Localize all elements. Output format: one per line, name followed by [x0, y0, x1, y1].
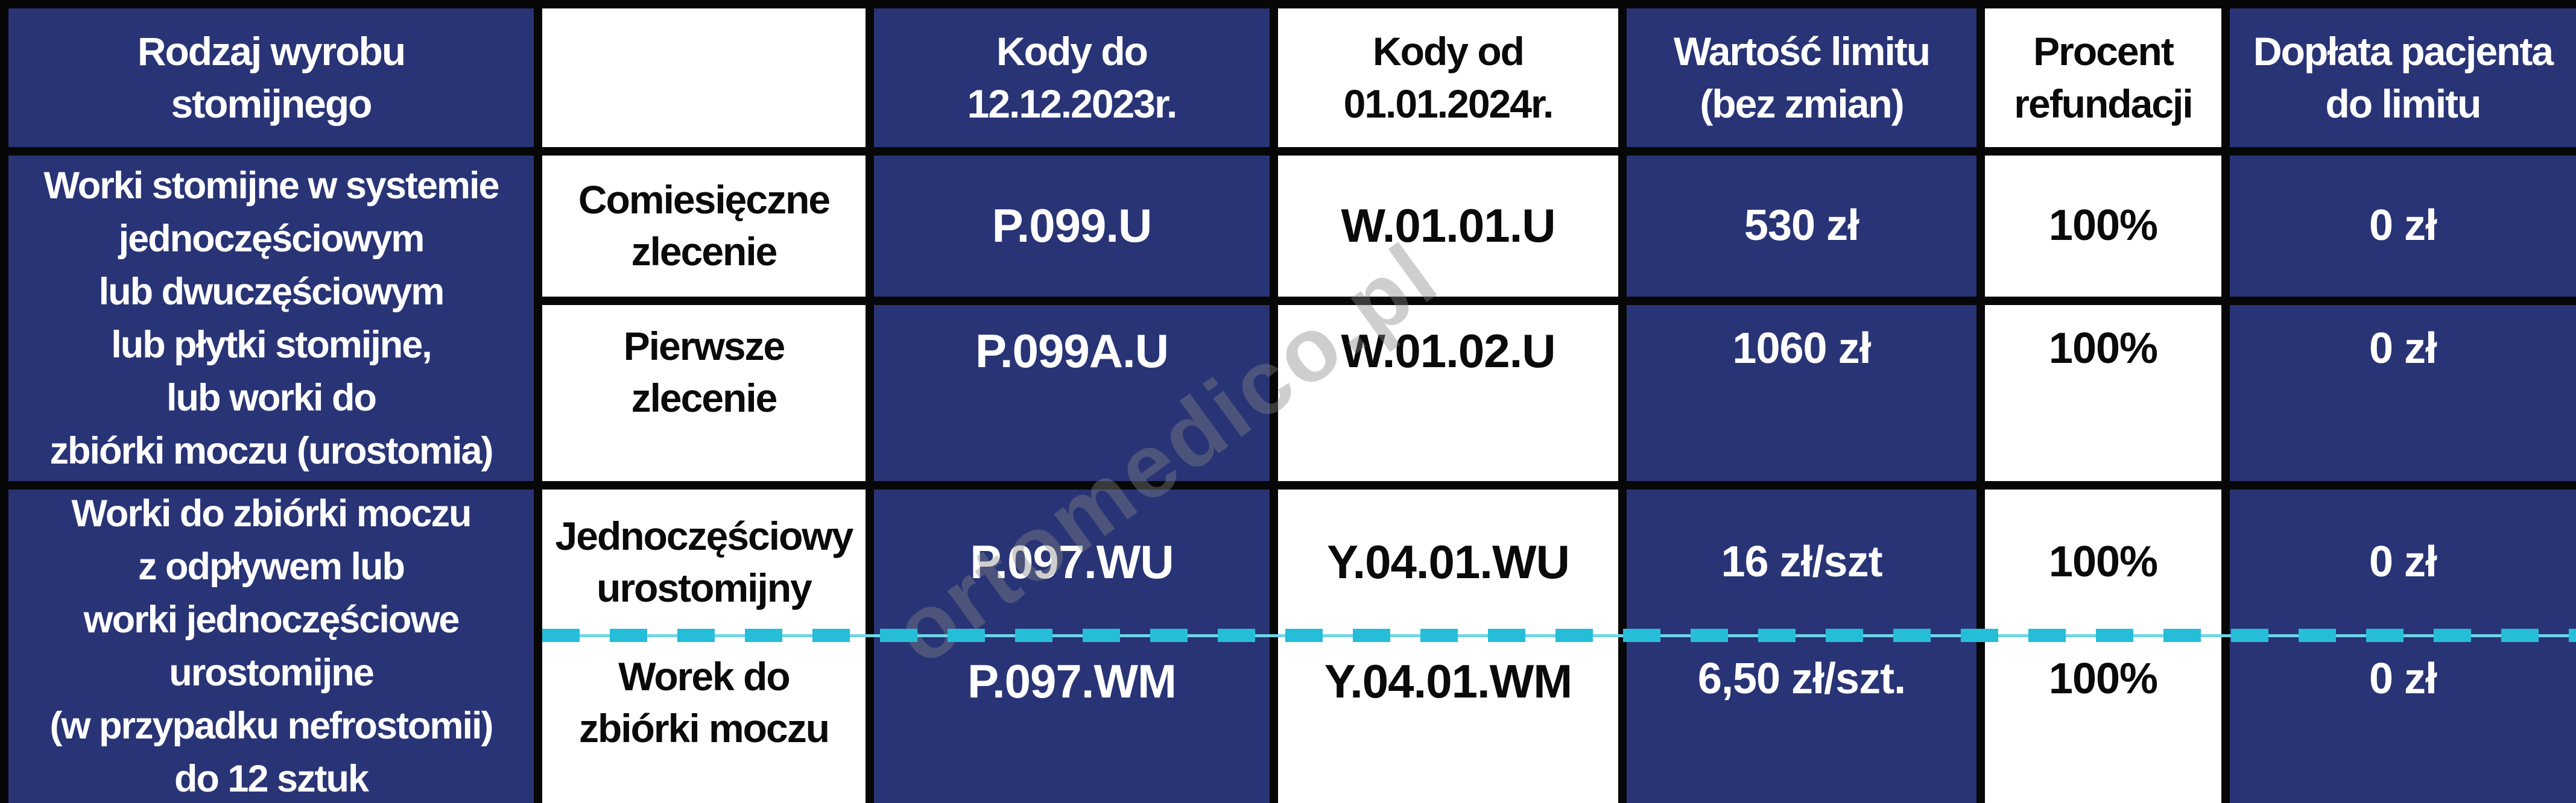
cell-limit-g2r1: 16 zł/szt: [1627, 490, 1976, 635]
cell-refund-g2r2: 100%: [1985, 635, 2221, 803]
cell-order-g2r1: Jednoczęściowy urostomijny: [542, 490, 866, 635]
cell-copay-g1r1: 0 zł: [2230, 156, 2576, 297]
header-product-type: Rodzaj wyrobu stomijnego: [8, 8, 534, 147]
cell-code-new-g1r1: W.01.01.U: [1278, 156, 1618, 297]
cell-code-old-g1r2: P.099A.U: [874, 305, 1270, 481]
header-limit-value: Wartość limitu (bez zmian): [1627, 8, 1976, 147]
cell-code-new-g2r1: Y.04.01.WU: [1278, 490, 1618, 635]
cell-code-old-g2r1: P.097.WU: [874, 490, 1270, 635]
cell-refund-g2r1: 100%: [1985, 490, 2221, 635]
header-codes-new: Kody od 01.01.2024r.: [1278, 8, 1618, 147]
cell-code-old-g1r1: P.099.U: [874, 156, 1270, 297]
cell-limit-g2r2: 6,50 zł/szt.: [1627, 635, 1976, 803]
cell-code-new-g1r2: W.01.02.U: [1278, 305, 1618, 481]
cell-limit-g1r1: 530 zł: [1627, 156, 1976, 297]
header-codes-old: Kody do 12.12.2023r.: [874, 8, 1270, 147]
header-refund-percent: Procent refundacji: [1985, 8, 2221, 147]
cell-order-g2r2: Worek do zbiórki moczu: [542, 635, 866, 803]
cell-limit-g1r2: 1060 zł: [1627, 305, 1976, 481]
header-order-type-empty: [542, 8, 866, 147]
category-group1: Worki stomijne w systemie jednoczęściowy…: [8, 156, 534, 481]
cell-order-g1r2: Pierwsze zlecenie: [542, 305, 866, 481]
cell-copay-g2r2: 0 zł: [2230, 635, 2576, 803]
header-patient-copay: Dopłata pacjenta do limitu: [2230, 8, 2576, 147]
cell-refund-g1r1: 100%: [1985, 156, 2221, 297]
cell-code-old-g2r2: P.097.WM: [874, 635, 1270, 803]
cell-code-new-g2r2: Y.04.01.WM: [1278, 635, 1618, 803]
category-group2: Worki do zbiórki moczu z odpływem lub wo…: [8, 490, 534, 803]
cell-order-g1r1: Comiesięczne zlecenie: [542, 156, 866, 297]
cell-copay-g1r2: 0 zł: [2230, 305, 2576, 481]
cell-copay-g2r1: 0 zł: [2230, 490, 2576, 635]
cell-refund-g1r2: 100%: [1985, 305, 2221, 481]
